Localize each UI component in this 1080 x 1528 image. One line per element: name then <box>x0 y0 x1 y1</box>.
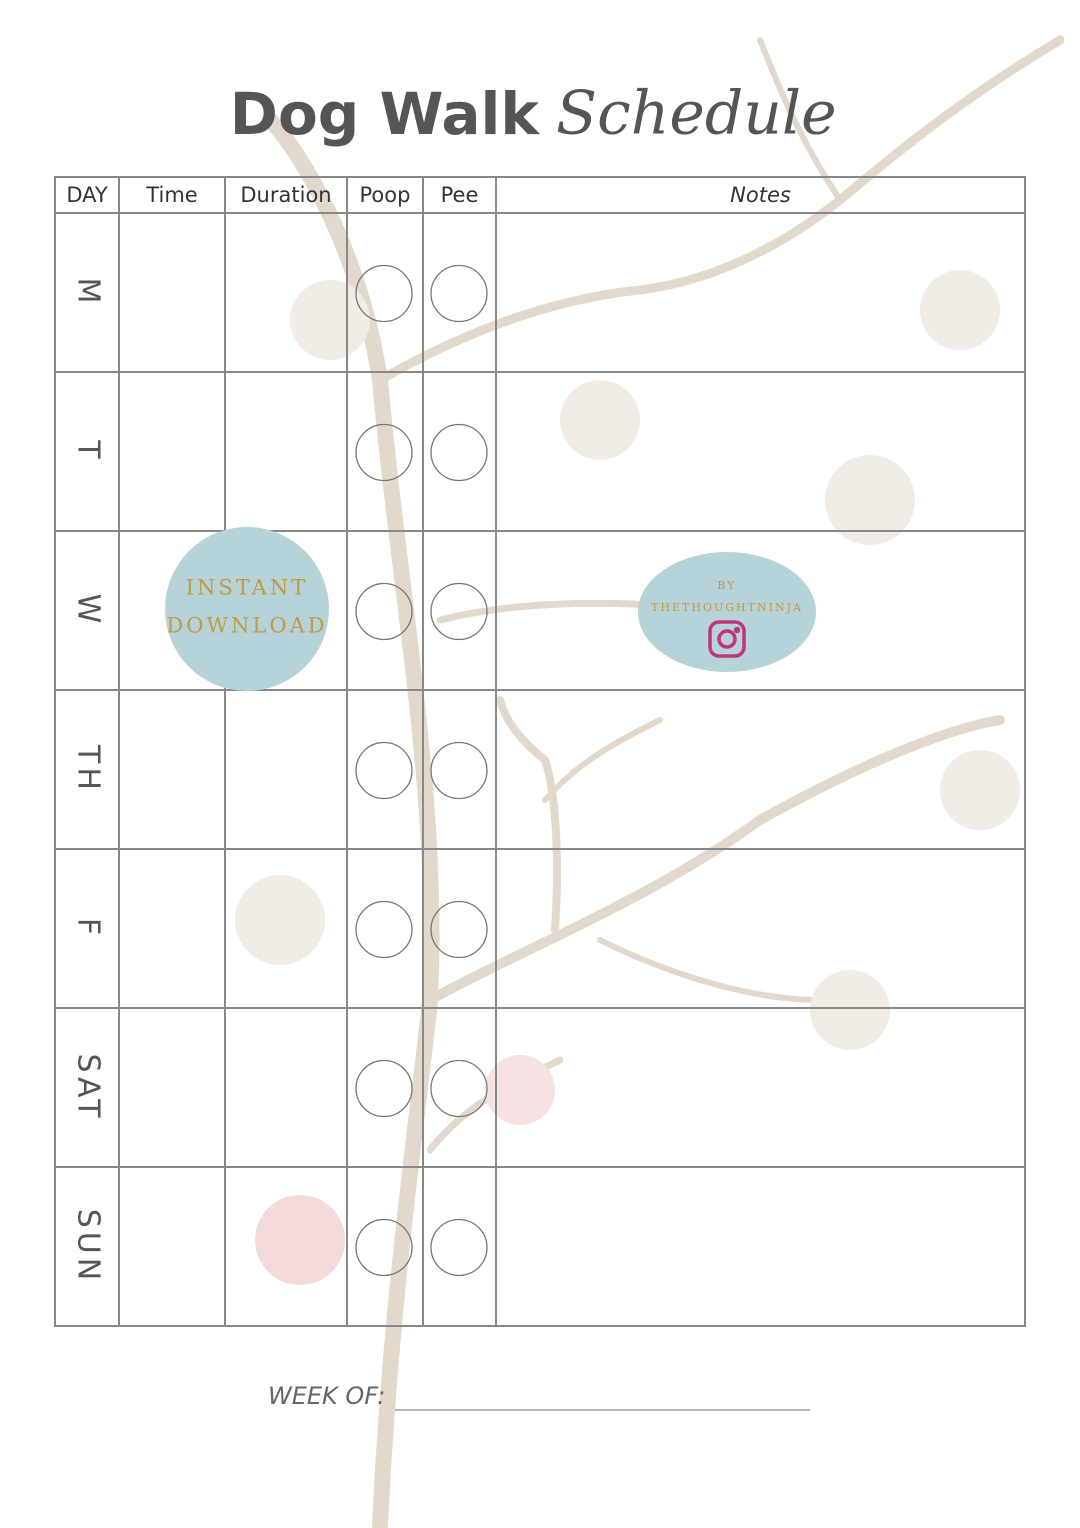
day-label: M <box>71 278 106 308</box>
column-header: Pee <box>441 183 479 207</box>
column-header: Poop <box>360 183 411 207</box>
background-blossoms <box>235 270 1020 1285</box>
column-header: DAY <box>66 183 108 207</box>
badge-text: INSTANT <box>186 576 308 600</box>
poop-checkbox[interactable] <box>355 741 413 800</box>
badge-text: DOWNLOAD <box>166 614 327 638</box>
pee-checkbox[interactable] <box>430 900 488 959</box>
column-header: Notes <box>730 183 791 207</box>
table-border <box>54 176 1026 1327</box>
pee-checkbox[interactable] <box>430 582 488 641</box>
day-label: T <box>71 439 106 462</box>
poop-checkbox[interactable] <box>355 1218 413 1277</box>
title-script: Schedule <box>556 79 837 149</box>
day-label: SAT <box>71 1053 106 1121</box>
day-label: TH <box>71 744 106 794</box>
author-badge: BY THETHOUGHTNINJA <box>638 552 816 672</box>
column-header: Duration <box>240 183 331 207</box>
badge-circle <box>165 527 329 691</box>
badge-text: THETHOUGHTNINJA <box>651 601 803 614</box>
badge-text: BY <box>717 579 736 592</box>
instagram-icon <box>708 620 746 658</box>
poop-checkbox[interactable] <box>355 582 413 641</box>
instant-download-badge: INSTANT DOWNLOAD <box>165 527 329 691</box>
title-bold: Dog Walk <box>230 80 541 148</box>
week-label: WEEK OF: <box>268 1382 385 1410</box>
poop-checkbox[interactable] <box>355 264 413 323</box>
pee-checkbox[interactable] <box>430 741 488 800</box>
day-label: W <box>71 594 106 628</box>
poop-checkbox[interactable] <box>355 423 413 482</box>
day-label: F <box>71 918 106 939</box>
pee-checkbox[interactable] <box>430 264 488 323</box>
pee-checkbox[interactable] <box>430 1059 488 1118</box>
column-header: Time <box>145 183 197 207</box>
schedule-table: DAY Time Duration Poop Pee Notes M T W TH F SAT SUN <box>54 176 1026 1327</box>
badge-oval <box>638 552 816 672</box>
day-label: SUN <box>71 1209 106 1284</box>
poop-checkbox[interactable] <box>355 1059 413 1118</box>
poop-checkbox[interactable] <box>355 900 413 959</box>
pee-checkbox[interactable] <box>430 1218 488 1277</box>
pee-checkbox[interactable] <box>430 423 488 482</box>
